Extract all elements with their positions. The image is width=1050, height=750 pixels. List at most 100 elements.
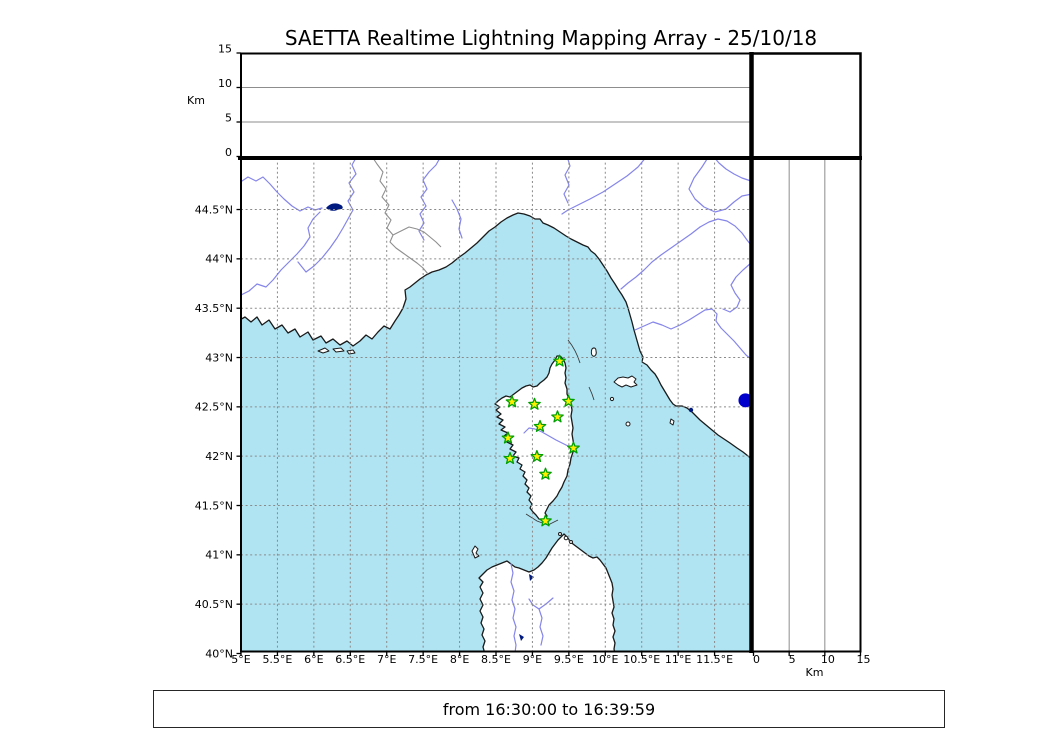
lat-tick-label: 42.5°N [195, 401, 233, 414]
lat-tick-label: 44.5°N [195, 203, 233, 216]
sardinia-reservoir [519, 634, 524, 641]
lma-station-marker [551, 410, 564, 423]
country-borders [372, 158, 442, 275]
river-durance-lower [241, 211, 321, 296]
lma-station-marker [530, 449, 544, 463]
altitude-tick-label-right: 5 [789, 653, 796, 666]
lon-tick-label: 10°E [592, 653, 618, 666]
lat-tick-label: 40°N [205, 647, 233, 660]
lat-tick-label: 43.5°N [195, 302, 233, 315]
maddalena-islet [563, 535, 569, 541]
sardinia-reservoir [529, 574, 534, 581]
altitude-axis-label-left: Km [187, 94, 205, 107]
river-tanaro [561, 158, 647, 215]
lat-tick-label: 40.5°N [195, 598, 233, 611]
altitude-panel-gridlines [241, 87, 826, 652]
lon-tick-label: 5.5°E [262, 653, 292, 666]
axis-tick-labels: 5°E 5.5°E 6°E 6.5°E 7°E 7.5°E 8°E 8.5°E 9°E 9.5°E… [195, 43, 871, 667]
lon-tick-label: 9.5°E [554, 653, 584, 666]
hyeres-island [317, 347, 330, 354]
corsica-island [494, 355, 575, 521]
altitude-axis-label-bottom: Km [806, 666, 824, 679]
lon-tick-label: 8°E [450, 653, 469, 666]
lon-tick-label: 6°E [304, 653, 323, 666]
lma-station-marker [553, 354, 566, 367]
altitude-tick-label-top: 10 [218, 77, 232, 90]
lma-station-marker [539, 467, 552, 480]
lma-station-marker [528, 397, 541, 410]
lma-station-marker [567, 441, 580, 454]
river-tiber-upper [722, 262, 752, 313]
river-durance-branch [297, 158, 357, 273]
altitude-tick-label-top: 15 [218, 43, 232, 56]
isoline-cap-corse [567, 339, 581, 364]
altitude-tick-label-right: 10 [821, 653, 835, 666]
map-gridlines [241, 158, 752, 652]
montecristo-island [625, 421, 631, 427]
maddalena-islet [558, 532, 562, 536]
altitude-tick-label-top: 0 [225, 146, 232, 159]
river-roya [418, 158, 441, 241]
lon-tick-label: 10.5°E [623, 653, 660, 666]
hyeres-island [346, 349, 356, 355]
lon-tick-label: 11°E [665, 653, 691, 666]
lightning-detections [738, 393, 752, 408]
time-window-box: from 16:30:00 to 16:39:59 [153, 690, 945, 728]
lma-station-marker [533, 419, 547, 432]
river-sardinia-2b [538, 608, 544, 646]
lakes [326, 203, 694, 641]
orbetello-lagoon [688, 407, 694, 413]
lat-tick-label: 43°N [205, 351, 233, 364]
river-golo-corsica [523, 427, 573, 448]
lon-tick-label: 11.5°E [696, 653, 733, 666]
lma-station-marker [501, 431, 515, 444]
lon-tick-label: 5°E [231, 653, 250, 666]
river-arno-branch [699, 218, 752, 246]
lake-serre-poncon [326, 203, 343, 211]
elba-island [613, 375, 638, 388]
top-altitude-panel-frame [240, 52, 753, 159]
corner-box-frame [750, 52, 862, 160]
lma-station-marker [539, 514, 552, 527]
time-window-text: from 16:30:00 to 16:39:59 [442, 699, 656, 719]
pianosa-island [609, 396, 615, 402]
river-po-tributary [688, 158, 752, 213]
maddalena-islet [569, 540, 573, 544]
lon-tick-label: 6.5°E [335, 653, 365, 666]
small-islands [317, 347, 675, 559]
lat-tick-label: 41°N [205, 549, 233, 562]
river-scrivia [563, 158, 571, 204]
lma-station-marker [562, 394, 575, 407]
border-branch [392, 226, 442, 248]
capraia-island [590, 347, 597, 357]
lon-tick-label: 8.5°E [481, 653, 511, 666]
lon-tick-label: 7°E [377, 653, 396, 666]
giglio-island [669, 418, 675, 426]
altitude-tick-label-right: 15 [856, 653, 870, 666]
lma-station-marker [505, 395, 519, 408]
lat-tick-label: 44°N [205, 253, 233, 266]
river-sardinia-1 [510, 563, 517, 652]
lma-station-marker [503, 451, 517, 465]
lon-tick-label: 9°E [523, 653, 542, 666]
isoline-east-corsica [588, 386, 595, 401]
france-italy-border [372, 158, 429, 275]
river-top-right [713, 158, 752, 182]
sardinia-island [478, 533, 616, 652]
lat-tick-label: 42°N [205, 450, 233, 463]
altitude-tick-label-right: 0 [753, 653, 760, 666]
river-durance-upper [241, 176, 323, 212]
map-panel [241, 158, 752, 652]
lat-tick-label: 41.5°N [195, 499, 233, 512]
hyeres-island [332, 347, 345, 353]
continent-coastline [241, 158, 752, 460]
lon-tick-label: 7.5°E [408, 653, 438, 666]
axis-ticks [236, 52, 862, 656]
altitude-tick-label-top: 5 [225, 112, 232, 125]
river-ombrone [634, 308, 752, 360]
lma-stations [501, 354, 580, 527]
right-altitude-panel-frame [750, 157, 862, 653]
figure-title: SAETTA Realtime Lightning Mapping Array … [284, 26, 818, 50]
